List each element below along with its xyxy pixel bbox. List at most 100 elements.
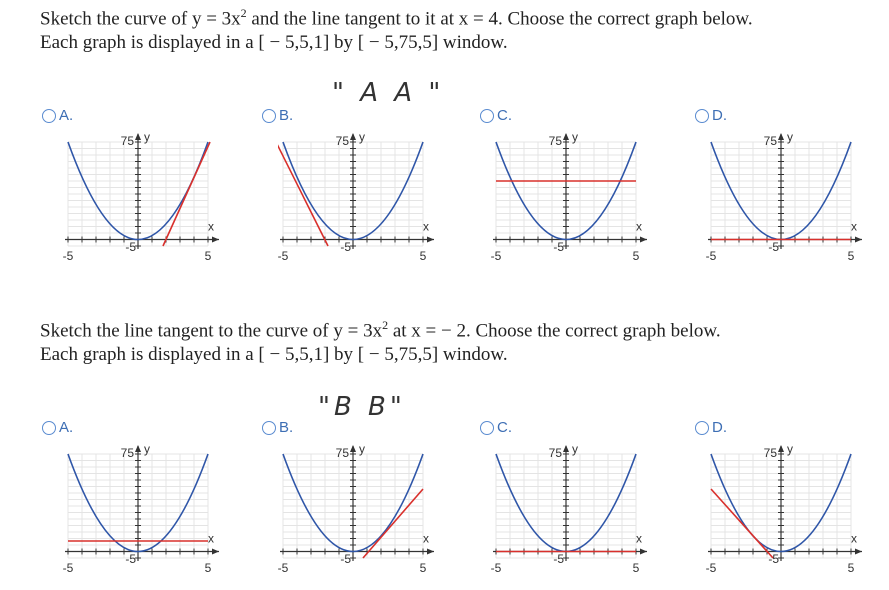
x-max-label: 5 [205,249,212,263]
radio-button[interactable] [262,108,276,123]
y-max-label: 75 [549,134,563,148]
graph: 75 y x -5 5 -5 [491,131,647,263]
option-label: C. [497,419,512,436]
option[interactable]: C. [480,419,512,436]
y-axis-label: y [144,131,150,144]
handwritten-note: "B B" [318,392,406,422]
y-axis-label: y [572,443,578,456]
prompt-text: Sketch the curve of y = 3x [40,8,241,30]
x-axis-label: x [636,220,642,234]
option[interactable]: B. [262,419,293,436]
y-arrow [350,445,356,452]
y-max-label: 75 [121,134,135,148]
option[interactable]: B. [262,107,293,124]
x-arrow [855,236,862,243]
y-arrow [135,133,141,140]
tangent-line [710,488,774,559]
y-axis-label: y [359,443,365,456]
graph: 75 y x -5 5 -5 [63,443,219,575]
x-max-label: 5 [848,249,855,263]
parabola [495,141,637,241]
x-max-label: 5 [420,561,427,575]
exponent: 2 [382,318,389,332]
y-max-label: 75 [764,134,778,148]
graph: 75 y x -5 5 -5 [278,131,434,263]
option-label: D. [712,107,727,124]
x-arrow [855,548,862,555]
y-arrow [778,445,784,452]
x-axis-label: x [208,220,214,234]
option-label: A. [59,107,74,124]
y-min-label: -5 [768,240,779,254]
prompt-line: Sketch the curve of y = 3x2 and the line… [40,6,753,30]
radio-button[interactable] [480,420,494,435]
y-max-label: 75 [549,446,563,460]
y-axis-label: y [144,443,150,456]
tangent-line [278,144,329,247]
parabola [710,453,852,553]
y-max-label: 75 [764,446,778,460]
x-max-label: 5 [633,561,640,575]
x-min-label: -5 [63,249,74,263]
graph: 75 y x -5 5 -5 [706,443,862,575]
y-max-label: 75 [336,134,350,148]
parabola [67,453,209,553]
handwritten-note: " A A " [332,78,445,108]
x-min-label: -5 [278,561,289,575]
x-min-label: -5 [491,249,502,263]
prompt-text: and the line tangent to it at x = 4. Cho… [246,8,753,30]
option-label: B. [279,419,294,436]
x-max-label: 5 [420,249,427,263]
y-min-label: -5 [340,552,351,566]
option[interactable]: A. [42,107,73,124]
radio-button[interactable] [695,108,709,123]
y-min-label: -5 [768,552,779,566]
x-max-label: 5 [848,561,855,575]
y-arrow [350,133,356,140]
x-max-label: 5 [633,249,640,263]
x-min-label: -5 [706,561,717,575]
y-arrow [135,445,141,452]
parabola [282,453,424,553]
radio-button[interactable] [480,108,494,123]
radio-button[interactable] [695,420,709,435]
y-min-label: -5 [125,240,136,254]
y-max-label: 75 [121,446,135,460]
option-label: C. [497,107,512,124]
graph: 75 y x -5 5 -5 [278,443,434,575]
x-axis-label: x [636,532,642,546]
x-axis-label: x [851,220,857,234]
option-label: B. [279,107,294,124]
prompt-text: Sketch the line tangent to the curve of … [40,320,383,342]
option[interactable]: A. [42,419,73,436]
option[interactable]: D. [695,107,727,124]
option[interactable]: C. [480,107,512,124]
x-arrow [212,236,219,243]
prompt-text: at x = − 2. Choose the correct graph bel… [388,320,721,342]
parabola [282,141,424,241]
y-arrow [563,445,569,452]
tangent-line [362,488,424,559]
graph: 75 y x -5 5 -5 [706,131,862,263]
x-axis-label: x [423,220,429,234]
x-arrow [640,236,647,243]
option-label: A. [59,419,74,436]
y-axis-label: y [359,131,365,144]
x-min-label: -5 [491,561,502,575]
graph: 75 y x -5 5 -5 [63,131,219,263]
window-line: Each graph is displayed in a [ − 5,5,1] … [40,32,508,53]
exponent: 2 [240,6,247,20]
option-label: D. [712,419,727,436]
window-line: Each graph is displayed in a [ − 5,5,1] … [40,344,508,365]
radio-button[interactable] [42,420,56,435]
y-axis-label: y [787,131,793,144]
graph: 75 y x -5 5 -5 [491,443,647,575]
radio-button[interactable] [262,420,276,435]
radio-button[interactable] [42,108,56,123]
x-arrow [640,548,647,555]
tangent-line [162,141,211,247]
y-arrow [778,133,784,140]
x-arrow [427,548,434,555]
option[interactable]: D. [695,419,727,436]
